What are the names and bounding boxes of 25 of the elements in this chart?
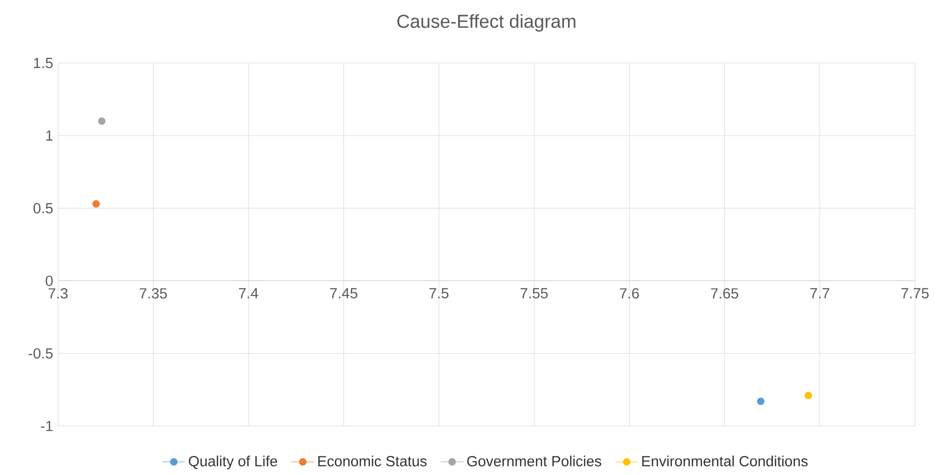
x-tick-label: 7.35 — [140, 288, 167, 299]
y-tick-label: 0.5 — [33, 203, 53, 214]
x-tick-label: 7.45 — [330, 288, 358, 298]
legend-label: Environmental Conditions — [642, 456, 808, 466]
point — [757, 398, 764, 406]
chart-title: Cause-Effect diagram — [397, 14, 576, 32]
point — [98, 117, 106, 125]
point — [804, 392, 812, 400]
y-tick-label: 1.5 — [34, 58, 53, 68]
legend-label: Government Policies — [467, 456, 602, 466]
x-tick-label: 7.3 — [48, 288, 68, 299]
point — [92, 200, 100, 208]
y-tick-label: 1 — [46, 130, 53, 141]
x-tick-label: 7.6 — [620, 288, 639, 299]
legend-label: Economic Status — [318, 456, 427, 466]
legend-label: Quality of Life — [188, 456, 278, 470]
y-tick-label: -0.5 — [28, 348, 53, 359]
x-tick-label: 7.5 — [429, 288, 448, 298]
y-tick-label: 0 — [46, 276, 53, 286]
x-tick-label: 7.55 — [520, 288, 548, 298]
x-tick-label: 7.65 — [711, 288, 738, 299]
x-tick-label: 7.75 — [901, 288, 929, 298]
y-tick-label: -1 — [40, 420, 53, 432]
x-tick-label: 7.4 — [239, 288, 258, 298]
x-tick-label: 7.7 — [810, 288, 830, 298]
